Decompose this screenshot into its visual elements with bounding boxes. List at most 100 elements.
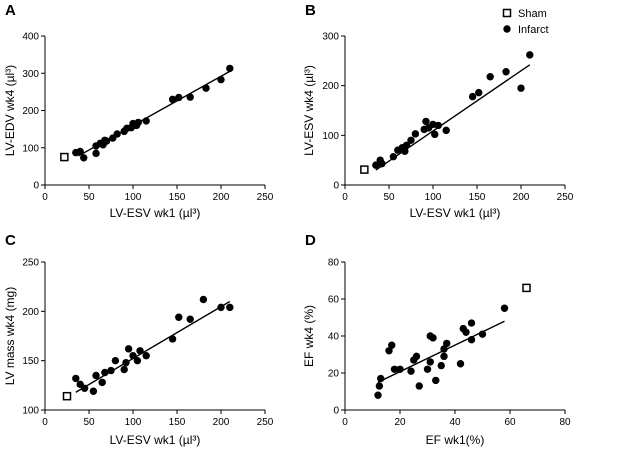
x-axis-label-d: EF wk1(%) <box>426 433 485 447</box>
point-infarct-d <box>478 330 487 338</box>
trendline-c <box>75 300 231 393</box>
point-infarct-c <box>136 347 144 355</box>
y-tick-label-a: 0 <box>33 181 39 192</box>
x-tick-label-a: 150 <box>169 192 186 203</box>
point-infarct-c <box>89 387 98 395</box>
point-infarct-b <box>431 130 439 139</box>
point-infarct-d <box>377 374 385 383</box>
point-infarct-b <box>475 88 483 97</box>
y-tick-label-c: 150 <box>22 356 39 367</box>
point-infarct-b <box>442 126 450 135</box>
point-infarct-d <box>462 328 470 336</box>
x-tick-label-c: 50 <box>83 417 95 428</box>
point-infarct-a <box>80 154 88 162</box>
point-infarct-d <box>432 376 440 385</box>
y-tick-label-a: 200 <box>22 106 39 117</box>
legend-infarct-label: Infarct <box>518 24 549 36</box>
point-infarct-a <box>217 75 225 84</box>
point-infarct-c <box>101 368 109 377</box>
point-infarct-b <box>422 117 430 126</box>
point-infarct-a <box>186 93 194 101</box>
point-infarct-c <box>122 358 130 367</box>
point-infarct-a <box>142 117 150 125</box>
point-infarct-a <box>76 147 84 156</box>
point-infarct-a <box>134 118 142 127</box>
point-infarct-b <box>402 141 411 149</box>
x-tick-label-a: 0 <box>42 192 48 203</box>
point-infarct-c <box>186 315 194 323</box>
x-axis-label-c: LV-ESV wk1 (µl³) <box>110 433 201 447</box>
x-tick-label-d: 20 <box>394 417 406 428</box>
panel-label-b: B <box>305 2 316 19</box>
point-infarct-b <box>411 130 420 138</box>
point-infarct-a <box>168 95 177 104</box>
x-tick-label-b: 50 <box>383 192 395 203</box>
point-infarct-d <box>388 341 396 349</box>
panel-a: A 0 50 100 150 200 250 0 100 200 300 400 LV-ESV wk1 … <box>3 2 274 220</box>
point-infarct-c <box>111 356 120 365</box>
point-infarct-c <box>217 303 225 312</box>
point-infarct-c <box>133 356 142 365</box>
y-axis-label-a: LV-EDV wk4 (µl³) <box>3 65 17 156</box>
point-infarct-c <box>80 384 89 392</box>
panel-d: D 0 20 40 60 80 0 20 40 60 80 EF wk1(%) EF wk4 (%) <box>302 232 571 447</box>
point-infarct-c <box>142 352 150 360</box>
point-infarct-d <box>437 361 445 370</box>
point-sham-b <box>360 165 369 174</box>
point-infarct-a <box>92 149 100 158</box>
y-tick-label-b: 100 <box>322 131 339 142</box>
point-infarct-a <box>226 64 234 73</box>
x-axis-label-a: LV-ESV wk1 (µl³) <box>110 206 201 220</box>
trendline-b <box>375 64 531 171</box>
point-infarct-c <box>168 335 177 343</box>
y-tick-label-d: 60 <box>328 295 340 306</box>
point-infarct-a <box>113 130 121 138</box>
point-sham-c <box>62 391 72 401</box>
y-tick-label-d: 0 <box>333 406 339 417</box>
y-tick-label-b: 200 <box>322 81 339 92</box>
point-infarct-d <box>429 334 437 342</box>
x-tick-label-a: 50 <box>83 192 95 203</box>
panel-label-c: C <box>5 232 16 249</box>
point-infarct-d <box>456 360 465 368</box>
point-infarct-c <box>92 371 100 380</box>
point-infarct-d <box>415 382 423 390</box>
y-axis-label-b: LV-ESV wk4 (µl³) <box>302 65 316 156</box>
point-sham-d <box>522 283 531 293</box>
x-tick-label-c: 150 <box>169 417 186 428</box>
point-infarct-d <box>443 339 451 348</box>
y-tick-label-a: 400 <box>22 32 39 43</box>
x-tick-label-d: 60 <box>504 417 516 428</box>
panel-b: B 0 50 100 150 200 250 0 100 200 300 LV-ESV wk1 (µl… <box>302 2 574 220</box>
y-tick-label-c: 250 <box>22 258 39 269</box>
x-tick-label-d: 0 <box>342 417 348 428</box>
point-infarct-b <box>434 121 442 130</box>
panel-c: C 0 50 100 150 200 250 100 150 200 250 LV-ESV wk1 (… <box>3 232 274 447</box>
point-infarct-b <box>526 51 534 59</box>
point-infarct-d <box>407 367 415 375</box>
point-infarct-c <box>120 365 128 374</box>
point-sham-a <box>60 152 69 162</box>
point-infarct-d <box>426 358 434 366</box>
x-tick-label-a: 250 <box>257 192 274 203</box>
panel-label-a: A <box>5 2 16 19</box>
y-tick-label-d: 80 <box>328 258 340 269</box>
point-infarct-d <box>374 391 382 399</box>
point-infarct-c <box>107 366 115 375</box>
point-infarct-a <box>202 84 210 92</box>
x-tick-label-c: 250 <box>257 417 274 428</box>
y-tick-label-d: 20 <box>328 369 340 380</box>
x-tick-label-c: 100 <box>125 417 142 428</box>
point-infarct-b <box>407 136 415 144</box>
point-infarct-d <box>390 365 399 373</box>
point-infarct-d <box>440 345 448 353</box>
point-infarct-c <box>72 374 80 383</box>
point-infarct-d <box>467 336 476 344</box>
x-tick-label-d: 80 <box>559 417 571 428</box>
x-tick-label-d: 40 <box>449 417 461 428</box>
y-tick-label-d: 40 <box>328 332 340 343</box>
x-tick-label-b: 150 <box>469 192 486 203</box>
point-infarct-c <box>175 313 183 321</box>
x-tick-label-c: 200 <box>213 417 230 428</box>
x-tick-label-b: 0 <box>342 192 348 203</box>
